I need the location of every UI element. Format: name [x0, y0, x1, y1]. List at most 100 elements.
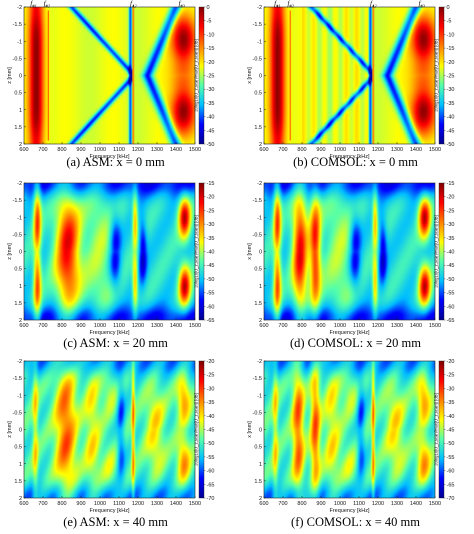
- x-tick-label: 900: [316, 147, 325, 153]
- y-tick-label: -1.5: [253, 198, 262, 204]
- x-tick-label: 700: [38, 323, 47, 329]
- colorbar-tick-label: -55: [207, 291, 215, 297]
- x-tick-label: 800: [57, 323, 66, 329]
- y-tick-label: 2: [19, 318, 22, 324]
- x-tick-label: 1000: [334, 147, 346, 153]
- y-axis-label: x [mm]: [247, 67, 253, 84]
- resonance-label: f01: [274, 0, 280, 9]
- colorbar-tick-label: -25: [207, 74, 215, 80]
- y-tick-label: -1: [17, 39, 22, 45]
- x-tick-label: 700: [38, 501, 47, 507]
- colorbar-tick-label: -25: [207, 373, 215, 379]
- y-tick-label: -1: [257, 393, 262, 399]
- x-tick-label: 900: [76, 323, 85, 329]
- y-tick-label: 1.5: [14, 479, 22, 485]
- x-tick-label: 1500: [429, 147, 441, 153]
- x-tick-label: 600: [259, 147, 268, 153]
- colorbar-tick-label: -55: [207, 455, 215, 461]
- x-tick-label: 1500: [189, 147, 201, 153]
- y-tick-label: -2: [257, 5, 262, 11]
- x-tick-label: 1400: [170, 323, 182, 329]
- panel-caption: (a) ASM: x = 0 mm: [66, 155, 165, 169]
- colorbar-tick-label: -20: [207, 359, 215, 365]
- x-tick-label: 700: [278, 147, 287, 153]
- colorbar-tick-label: -45: [447, 128, 455, 134]
- heatmap-image: [24, 7, 195, 144]
- colorbar: [438, 6, 445, 145]
- y-axis-label: z [mm]: [7, 421, 13, 438]
- x-tick-label: 900: [76, 501, 85, 507]
- x-tick-label: 600: [259, 323, 268, 329]
- colorbar-tick-label: -65: [207, 482, 215, 488]
- y-axis-label: x [mm]: [247, 243, 253, 260]
- colorbar: [198, 6, 205, 145]
- y-tick-label: 1.5: [14, 125, 22, 131]
- x-tick-label: 1100: [113, 501, 125, 507]
- y-tick-label: 1.5: [254, 125, 262, 131]
- x-axis-label: Frequency [kHz]: [329, 508, 370, 514]
- x-tick-label: 1500: [189, 323, 201, 329]
- x-tick-label: 1200: [372, 323, 384, 329]
- colorbar-tick-label: -45: [207, 263, 215, 269]
- x-tick-label: 1400: [410, 147, 422, 153]
- colorbar-tick-label: -60: [207, 304, 215, 310]
- y-tick-label: 0: [259, 250, 262, 256]
- colorbar-tick-label: -45: [207, 128, 215, 134]
- colorbar-tick-label: -50: [447, 142, 455, 148]
- y-tick-label: 2: [259, 318, 262, 324]
- y-tick-label: 0: [19, 250, 22, 256]
- panel-caption: (d) COMSOL: x = 20 mm: [290, 336, 421, 350]
- x-axis-label: Frequency [kHz]: [89, 154, 130, 160]
- colorbar-label: 20log10|U_z,scan/max(U_z,scan)| [dB]: [194, 215, 199, 287]
- panel-e: 600 700 800 900 1000 1100 1200 1300 1400 1500 Freq…: [7, 359, 214, 529]
- resonance-label: f03: [178, 0, 185, 9]
- colorbar-tick-label: -20: [447, 60, 455, 66]
- y-tick-label: 0.5: [254, 445, 262, 451]
- x-tick-label: 1400: [170, 147, 182, 153]
- colorbar-tick-label: -50: [207, 277, 215, 283]
- heatmap-image: [24, 183, 195, 320]
- resonance-label: f01: [30, 0, 36, 9]
- x-tick-label: 600: [19, 501, 28, 507]
- y-tick-label: 2: [259, 496, 262, 502]
- y-tick-label: -2: [257, 181, 262, 187]
- heatmap-image: [264, 7, 435, 144]
- colorbar-tick-label: -60: [447, 469, 455, 475]
- y-tick-label: 1.5: [254, 479, 262, 485]
- x-tick-label: 900: [316, 501, 325, 507]
- colorbar-tick-label: 0: [207, 5, 210, 11]
- x-tick-label: 600: [19, 147, 28, 153]
- panel-caption: (e) ASM: x = 40 mm: [63, 515, 168, 529]
- x-tick-label: 900: [76, 147, 85, 153]
- y-tick-label: -0.5: [13, 410, 22, 416]
- y-axis-label: z [mm]: [7, 243, 13, 260]
- colorbar-tick-label: -10: [447, 32, 455, 38]
- y-tick-label: 1: [259, 108, 262, 114]
- y-tick-label: -1.5: [253, 376, 262, 382]
- x-tick-label: 1500: [189, 501, 201, 507]
- colorbar-tick-label: -70: [207, 496, 215, 502]
- x-tick-label: 1100: [353, 323, 365, 329]
- colorbar-tick-label: -35: [447, 101, 455, 107]
- colorbar-tick-label: -30: [447, 386, 455, 392]
- colorbar-label: 20log10|U_z,scan/max(U_z,scan)| [dB]: [434, 39, 439, 111]
- colorbar: [198, 360, 205, 499]
- colorbar-tick-label: -65: [447, 318, 455, 324]
- y-tick-label: 1.5: [14, 301, 22, 307]
- y-tick-label: 2: [19, 496, 22, 502]
- colorbar-tick-label: -35: [207, 400, 215, 406]
- x-axis-label: Frequency [kHz]: [329, 330, 370, 336]
- heatmap-image: [264, 183, 435, 320]
- y-tick-label: -0.5: [253, 56, 262, 62]
- colorbar-tick-label: -50: [207, 441, 215, 447]
- x-tick-label: 1300: [151, 323, 163, 329]
- panel-b: 600 700 800 900 1000 1100 1200 1300 1400 1500Freq…: [247, 0, 454, 169]
- x-tick-label: 1300: [391, 323, 403, 329]
- colorbar-tick-label: -45: [447, 428, 455, 434]
- y-tick-label: -0.5: [13, 232, 22, 238]
- colorbar: [198, 182, 205, 321]
- resonance-label: f02: [287, 0, 294, 9]
- heatmap-image: [264, 361, 435, 498]
- resonance-label: f02: [44, 0, 51, 9]
